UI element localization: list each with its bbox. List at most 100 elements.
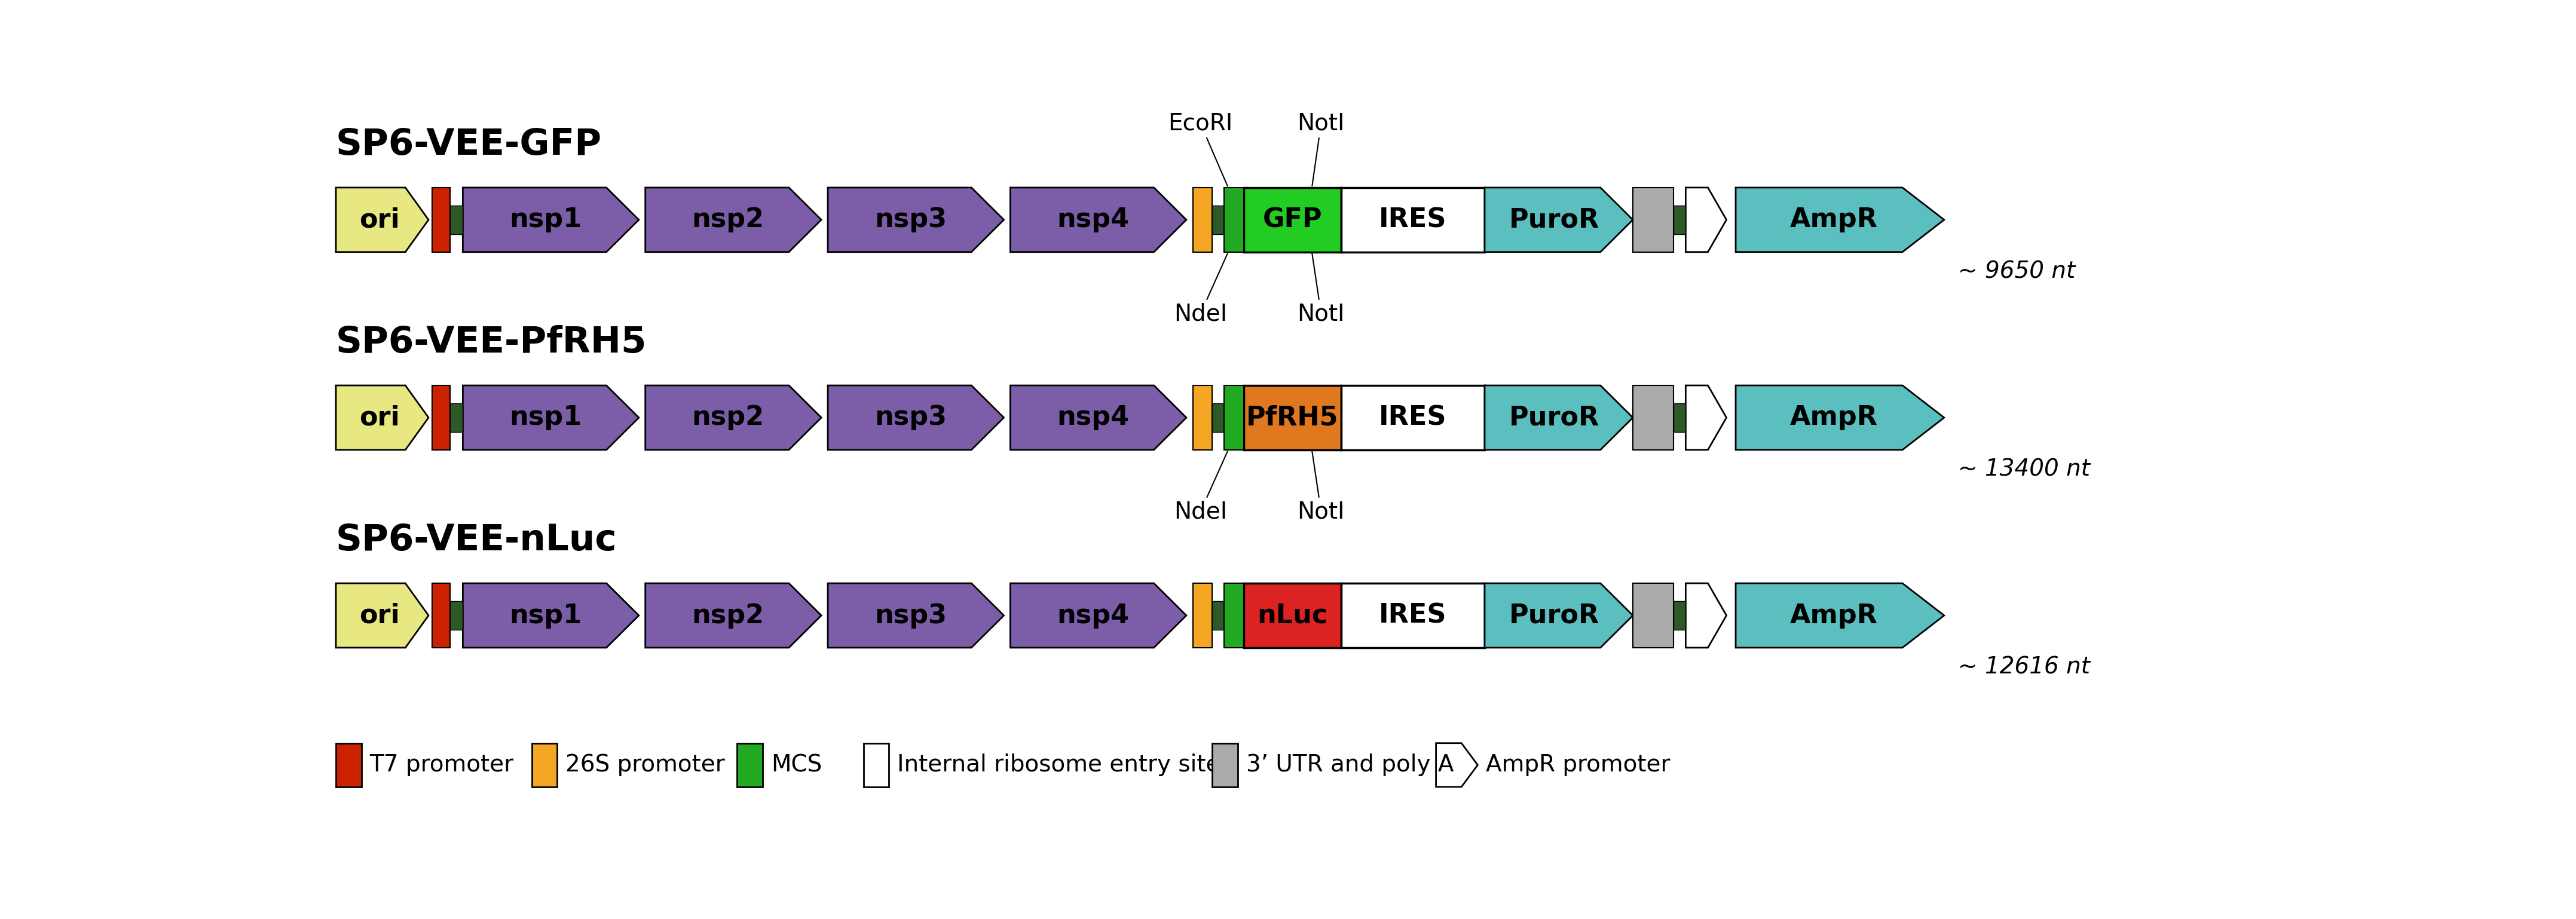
Polygon shape xyxy=(1685,584,1726,648)
Text: PfRH5: PfRH5 xyxy=(1247,404,1340,430)
Polygon shape xyxy=(1736,584,1945,648)
Polygon shape xyxy=(827,385,1005,449)
Text: IRES: IRES xyxy=(1378,404,1448,430)
Text: T7 promoter: T7 promoter xyxy=(371,754,513,777)
Text: SP6-VEE-GFP: SP6-VEE-GFP xyxy=(335,127,603,163)
Text: nsp4: nsp4 xyxy=(1056,404,1128,430)
Polygon shape xyxy=(464,584,639,648)
Text: NdeI: NdeI xyxy=(1175,254,1229,325)
Bar xyxy=(335,743,361,787)
Bar xyxy=(1193,187,1213,252)
Bar xyxy=(1213,743,1236,787)
Bar xyxy=(1633,584,1674,648)
Text: IRES: IRES xyxy=(1378,207,1448,233)
Polygon shape xyxy=(647,584,822,648)
Polygon shape xyxy=(1010,584,1188,648)
Text: ori: ori xyxy=(358,603,399,629)
Polygon shape xyxy=(464,385,639,449)
Bar xyxy=(1244,584,1342,648)
Bar xyxy=(1224,584,1244,648)
Bar xyxy=(1633,187,1674,252)
Polygon shape xyxy=(1736,385,1945,449)
Text: ~ 12616 nt: ~ 12616 nt xyxy=(1958,656,2089,678)
Text: EcoRI: EcoRI xyxy=(1167,112,1234,186)
Text: nsp1: nsp1 xyxy=(510,404,582,430)
Text: NotI: NotI xyxy=(1298,451,1345,523)
Text: PuroR: PuroR xyxy=(1510,404,1600,430)
Bar xyxy=(1674,601,1685,630)
Text: nLuc: nLuc xyxy=(1257,603,1327,629)
Polygon shape xyxy=(647,385,822,449)
Polygon shape xyxy=(1685,187,1726,252)
Text: ori: ori xyxy=(358,207,399,233)
Bar xyxy=(1224,385,1244,449)
Text: NotI: NotI xyxy=(1298,254,1345,325)
Polygon shape xyxy=(1010,187,1188,252)
Bar xyxy=(1213,403,1224,432)
Polygon shape xyxy=(335,385,428,449)
Polygon shape xyxy=(1484,584,1633,648)
Bar xyxy=(1213,601,1224,630)
Text: AmpR: AmpR xyxy=(1790,404,1878,430)
Polygon shape xyxy=(1010,385,1188,449)
Bar xyxy=(1244,385,1342,449)
Polygon shape xyxy=(827,187,1005,252)
Text: nsp2: nsp2 xyxy=(693,603,765,629)
Bar xyxy=(1342,584,1484,648)
Polygon shape xyxy=(1685,385,1726,449)
Bar xyxy=(1193,584,1213,648)
Polygon shape xyxy=(1484,385,1633,449)
Text: AmpR: AmpR xyxy=(1790,603,1878,629)
Text: SP6-VEE-PfRH5: SP6-VEE-PfRH5 xyxy=(335,324,647,360)
Text: NotI: NotI xyxy=(1298,112,1345,186)
Bar xyxy=(1342,187,1484,252)
Text: 3’ UTR and poly A: 3’ UTR and poly A xyxy=(1247,754,1453,777)
Text: AmpR promoter: AmpR promoter xyxy=(1486,754,1669,777)
Bar xyxy=(531,743,556,787)
Bar xyxy=(1342,385,1484,449)
Bar xyxy=(1674,206,1685,234)
Text: nsp3: nsp3 xyxy=(873,207,948,233)
Bar xyxy=(433,187,451,252)
Text: ori: ori xyxy=(358,404,399,430)
Text: ~ 9650 nt: ~ 9650 nt xyxy=(1958,260,2076,283)
Text: GFP: GFP xyxy=(1262,207,1321,233)
Bar xyxy=(451,206,464,234)
Bar xyxy=(1633,385,1674,449)
Text: nsp1: nsp1 xyxy=(510,603,582,629)
Text: NdeI: NdeI xyxy=(1175,451,1229,523)
Text: AmpR: AmpR xyxy=(1790,207,1878,233)
Bar xyxy=(451,601,464,630)
Text: PuroR: PuroR xyxy=(1510,207,1600,233)
Polygon shape xyxy=(647,187,822,252)
Text: MCS: MCS xyxy=(770,754,822,777)
Bar xyxy=(1213,206,1224,234)
Bar xyxy=(1193,385,1213,449)
Text: nsp2: nsp2 xyxy=(693,404,765,430)
Bar xyxy=(433,385,451,449)
Bar xyxy=(433,584,451,648)
Polygon shape xyxy=(335,584,428,648)
Text: IRES: IRES xyxy=(1378,603,1448,629)
Text: ~ 13400 nt: ~ 13400 nt xyxy=(1958,458,2089,481)
Bar xyxy=(451,403,464,432)
Polygon shape xyxy=(464,187,639,252)
Polygon shape xyxy=(1484,187,1633,252)
Text: nsp4: nsp4 xyxy=(1056,603,1128,629)
Text: 26S promoter: 26S promoter xyxy=(567,754,724,777)
Text: nsp3: nsp3 xyxy=(873,404,948,430)
Polygon shape xyxy=(1435,743,1479,787)
Bar xyxy=(1224,187,1244,252)
Text: PuroR: PuroR xyxy=(1510,603,1600,629)
Bar xyxy=(1674,403,1685,432)
Polygon shape xyxy=(335,187,428,252)
Text: nsp3: nsp3 xyxy=(873,603,948,629)
Bar xyxy=(737,743,762,787)
Text: SP6-VEE-nLuc: SP6-VEE-nLuc xyxy=(335,523,618,558)
Bar xyxy=(1244,187,1342,252)
Bar xyxy=(863,743,889,787)
Polygon shape xyxy=(827,584,1005,648)
Polygon shape xyxy=(1736,187,1945,252)
Text: Internal ribosome entry site: Internal ribosome entry site xyxy=(896,754,1221,777)
Text: nsp1: nsp1 xyxy=(510,207,582,233)
